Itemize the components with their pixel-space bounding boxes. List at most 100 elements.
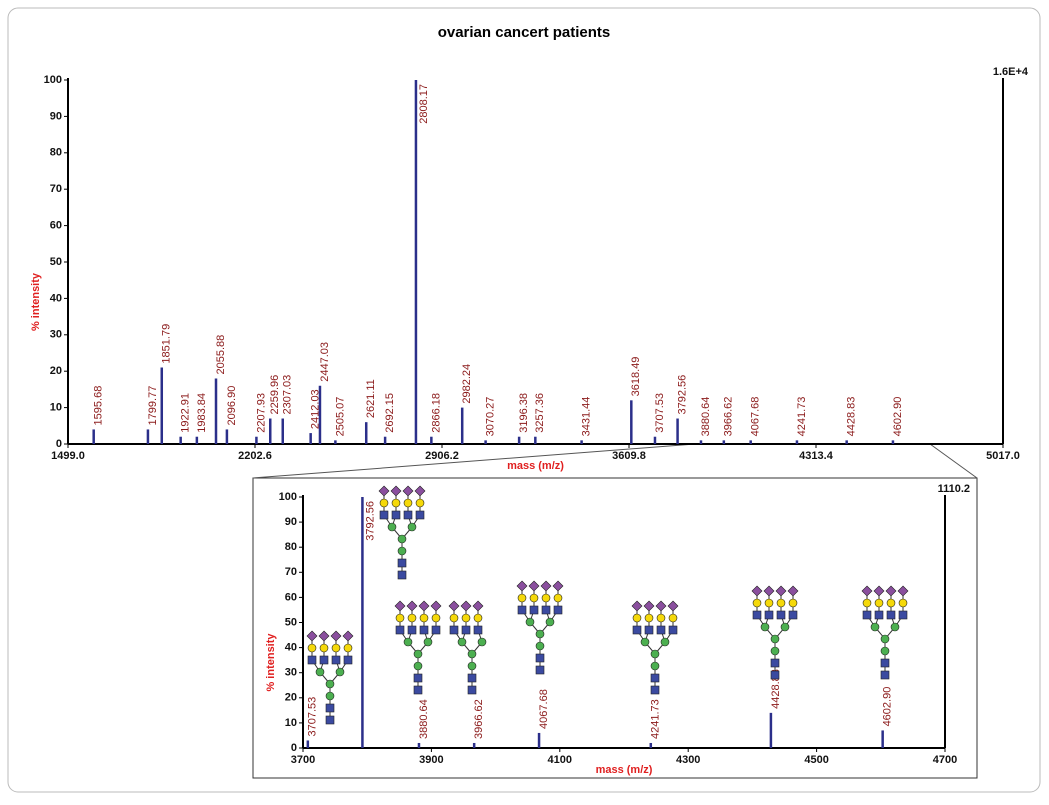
glycan-symbol <box>631 600 643 612</box>
peak-label: 3792.56 <box>364 501 376 541</box>
glycan-symbol <box>861 585 873 597</box>
glycan-symbol <box>407 613 417 623</box>
glycan-symbol <box>394 600 406 612</box>
glycan-symbol <box>787 585 799 597</box>
glycan-symbol <box>430 600 442 612</box>
peak-label: 2307.03 <box>282 375 294 415</box>
glycan-symbol <box>890 622 900 632</box>
y-tick-label: 10 <box>285 717 297 729</box>
annotation: 1.6E+4 <box>993 66 1029 78</box>
glycan-symbol <box>752 610 762 620</box>
glycan-symbol <box>461 625 471 635</box>
glycan-symbol <box>529 593 539 603</box>
glycan-symbol <box>640 637 650 647</box>
y-tick-label: 80 <box>50 147 62 159</box>
y-axis-label: % intensity <box>30 272 42 331</box>
x-tick-label: 2202.6 <box>238 450 272 462</box>
glycan-symbol <box>325 715 335 725</box>
peak-label: 2096.90 <box>226 386 238 426</box>
x-tick-label: 4300 <box>676 754 700 766</box>
glycan-symbol <box>650 649 660 659</box>
glycan-symbol <box>655 600 667 612</box>
glycan-symbol <box>770 634 780 644</box>
peak-label: 2505.07 <box>334 397 346 437</box>
glycan-symbol <box>467 685 477 695</box>
glycan-symbol <box>397 570 407 580</box>
x-tick-label: 4313.4 <box>799 450 834 462</box>
glycan-symbol <box>461 613 471 623</box>
glycan-symbol <box>775 585 787 597</box>
peak-label: 2207.93 <box>255 393 267 433</box>
glycan-symbol <box>644 613 654 623</box>
x-tick-label: 4700 <box>933 754 957 766</box>
glycan-symbol <box>325 691 335 701</box>
glycan-symbol <box>553 605 563 615</box>
glycan-symbol <box>541 605 551 615</box>
glycan-symbol <box>788 610 798 620</box>
x-axis-label: mass (m/z) <box>507 460 564 472</box>
peak-label: 1983.84 <box>196 393 208 433</box>
glycan-symbol <box>325 703 335 713</box>
x-tick-label: 3700 <box>291 754 315 766</box>
glycan-symbol <box>764 610 774 620</box>
peak-label: 2808.17 <box>418 84 430 124</box>
glycan-symbol <box>668 613 678 623</box>
glycan-symbol <box>472 600 484 612</box>
glycan-symbol <box>880 646 890 656</box>
glycan-symbol <box>880 670 890 680</box>
glycan-symbol <box>776 610 786 620</box>
peak-label: 3431.44 <box>581 397 593 437</box>
annotation: 1110.2 <box>938 483 970 495</box>
y-tick-label: 0 <box>56 438 62 450</box>
glycan-symbol <box>880 634 890 644</box>
glycan-symbol <box>431 625 441 635</box>
glycan-symbol <box>525 617 535 627</box>
glycan-symbol <box>656 625 666 635</box>
y-tick-label: 20 <box>285 692 297 704</box>
glycan-symbol <box>467 649 477 659</box>
glycan-symbol <box>403 498 413 508</box>
x-tick-label: 1499.0 <box>51 450 85 462</box>
glycan-symbol <box>403 637 413 647</box>
glycan-symbol <box>343 643 353 653</box>
glycan-symbol <box>552 580 564 592</box>
y-tick-label: 90 <box>50 110 62 122</box>
peak-label: 3707.53 <box>307 697 319 737</box>
glycan-symbol <box>473 613 483 623</box>
peak-label: 1799.77 <box>147 386 159 426</box>
glycan-symbol <box>763 585 775 597</box>
glycan-symbol <box>419 613 429 623</box>
glycan-symbol <box>650 661 660 671</box>
peak-label: 4241.73 <box>796 397 808 437</box>
glycan-symbol <box>760 622 770 632</box>
peak-label: 2982.24 <box>461 364 473 404</box>
y-tick-label: 30 <box>285 667 297 679</box>
y-tick-label: 60 <box>50 220 62 232</box>
glycan-symbol <box>330 630 342 642</box>
y-tick-label: 50 <box>50 256 62 268</box>
glycan-symbol <box>862 610 872 620</box>
glycan-symbol <box>331 655 341 665</box>
glycan-symbol <box>752 598 762 608</box>
glycan-symbol <box>407 522 417 532</box>
glycan-symbol <box>413 673 423 683</box>
glycan-symbol <box>378 485 390 497</box>
glycan-symbol <box>870 622 880 632</box>
glycan-symbol <box>545 617 555 627</box>
glycan-symbol <box>319 655 329 665</box>
glycan-symbol <box>540 580 552 592</box>
peak-label: 3196.38 <box>518 393 530 433</box>
y-tick-label: 10 <box>50 402 62 414</box>
y-tick-label: 70 <box>50 183 62 195</box>
glycan-symbol <box>644 625 654 635</box>
glycan-symbol <box>397 534 407 544</box>
y-tick-label: 60 <box>285 591 297 603</box>
x-tick-label: 3900 <box>419 754 443 766</box>
glycan-symbol <box>397 546 407 556</box>
glycan-symbol <box>449 613 459 623</box>
peak-label: 4602.90 <box>882 687 894 727</box>
peak-label: 2692.15 <box>384 393 396 433</box>
glycan-symbol <box>473 625 483 635</box>
peak-label: 3966.62 <box>473 699 485 739</box>
